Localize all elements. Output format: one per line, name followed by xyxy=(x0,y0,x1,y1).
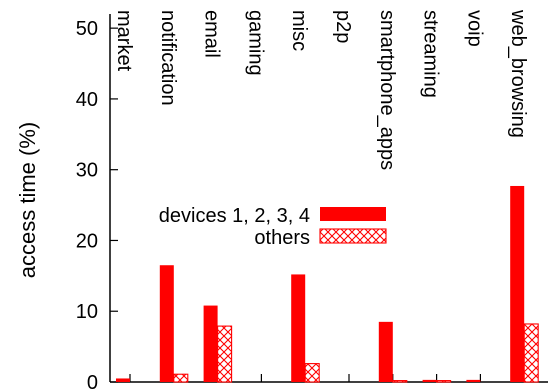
y-tick-label-2: 20 xyxy=(76,230,98,252)
y-axis-title: access time (%) xyxy=(15,122,40,278)
bar-others-streaming xyxy=(436,380,452,383)
bar-others-notification xyxy=(173,373,189,383)
y-tick-label-1: 10 xyxy=(76,301,98,323)
bar-devices-1-2-3-4-web_browsing xyxy=(510,185,525,382)
legend-label-1: others xyxy=(254,227,310,249)
category-label-notification: notification xyxy=(157,10,179,106)
bar-devices-1-2-3-4-market xyxy=(116,378,130,382)
category-label-streaming: streaming xyxy=(420,10,442,98)
category-label-gaming: gaming xyxy=(244,10,266,76)
bar-devices-1-2-3-4-notification xyxy=(159,265,174,382)
y-tick-label-3: 30 xyxy=(76,160,98,182)
category-label-smartphone_apps: smartphone_apps xyxy=(376,10,398,170)
category-label-web_browsing: web_browsing xyxy=(507,9,529,138)
category-label-voip: voip xyxy=(463,10,485,47)
category-label-email: email xyxy=(201,10,223,58)
bar-devices-1-2-3-4-smartphone_apps xyxy=(378,321,393,382)
category-label-p2p: p2p xyxy=(332,10,354,43)
bar-devices-1-2-3-4-streaming xyxy=(422,379,437,382)
bar-devices-1-2-3-4-email xyxy=(203,305,218,382)
legend-swatch-1 xyxy=(319,228,387,244)
bar-devices-1-2-3-4-misc xyxy=(291,274,306,382)
y-tick-label-5: 50 xyxy=(76,18,98,40)
bar-devices-1-2-3-4-voip xyxy=(466,379,481,382)
y-tick-label-0: 0 xyxy=(87,372,98,391)
bar-others-web_browsing xyxy=(523,323,539,383)
legend-swatch-0 xyxy=(320,207,386,221)
category-label-misc: misc xyxy=(288,10,310,51)
bar-others-misc xyxy=(304,363,320,383)
y-tick-label-4: 40 xyxy=(76,89,98,111)
bar-others-email xyxy=(217,325,233,383)
legend-label-0: devices 1, 2, 3, 4 xyxy=(159,205,310,227)
bar-others-smartphone_apps xyxy=(392,380,408,383)
y-axis-title-group: access time (%) xyxy=(15,122,40,278)
category-label-market: market xyxy=(113,10,135,72)
plot-area: 0 10 20 30 40 50 market notification email gaming… xyxy=(76,9,548,391)
